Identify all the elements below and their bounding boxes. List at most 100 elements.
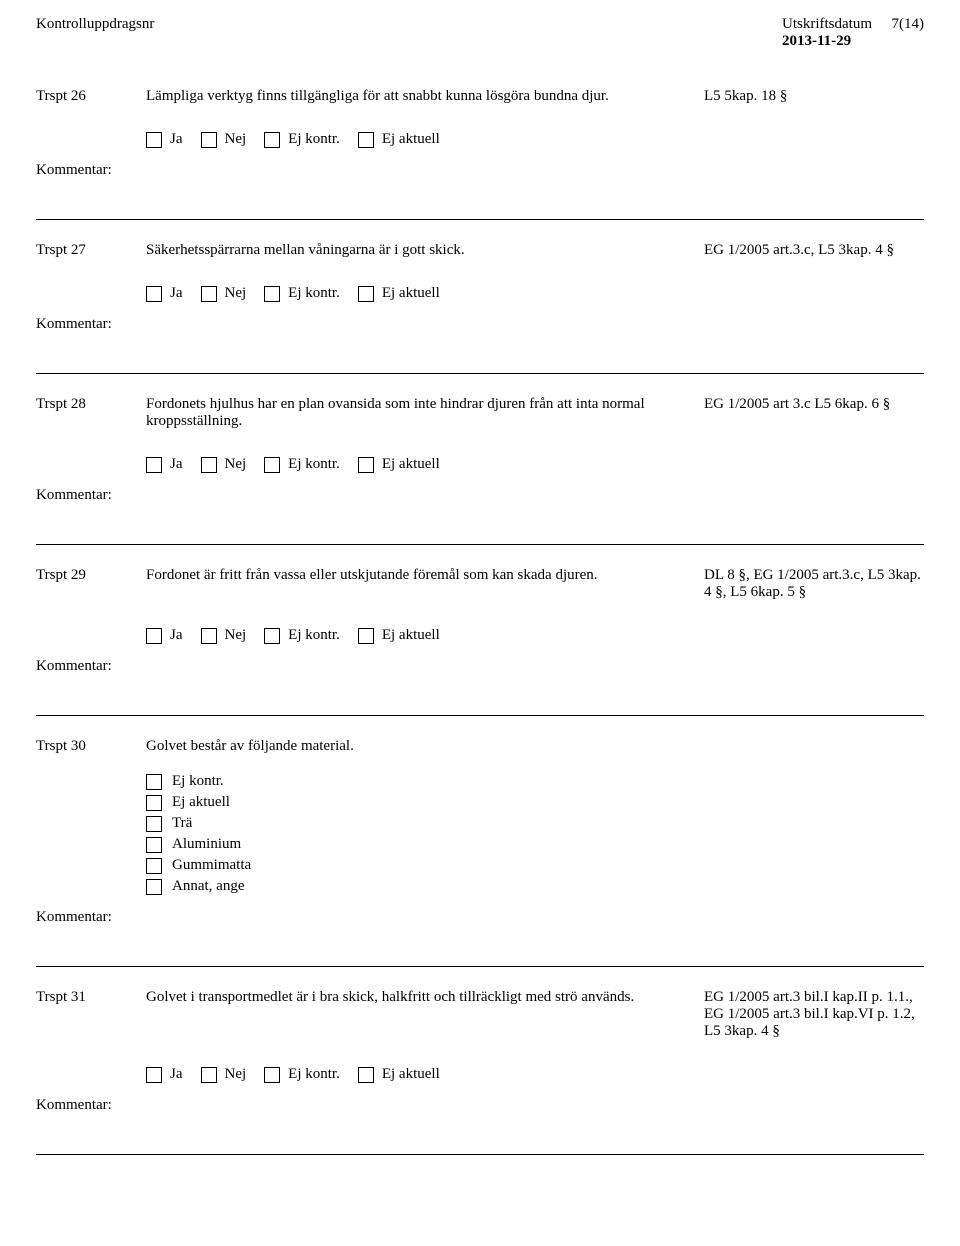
- checkbox-option[interactable]: [146, 795, 162, 811]
- checkbox-ejaktuell[interactable]: [358, 1067, 374, 1083]
- answer-nej: Nej: [201, 627, 247, 644]
- label-ejaktuell: Ej aktuell: [382, 627, 440, 644]
- answer-ja: Ja: [146, 456, 183, 473]
- question-block: Trspt 28 Fordonets hjulhus har en plan o…: [36, 382, 924, 545]
- question-row: Trspt 27 Säkerhetsspärrarna mellan vånin…: [36, 242, 924, 259]
- option-label: Annat, ange: [172, 878, 244, 895]
- label-ejaktuell: Ej aktuell: [382, 1066, 440, 1083]
- checkbox-ejkontr[interactable]: [264, 286, 280, 302]
- question-id: Trspt 31: [36, 989, 146, 1006]
- question-id: Trspt 26: [36, 88, 146, 105]
- label-ejkontr: Ej kontr.: [288, 627, 340, 644]
- option-item: Gummimatta: [146, 857, 924, 874]
- label-ejaktuell: Ej aktuell: [382, 285, 440, 302]
- answer-nej: Nej: [201, 1066, 247, 1083]
- answer-ja: Ja: [146, 1066, 183, 1083]
- header-page-count: 7(14): [884, 16, 924, 50]
- label-ejaktuell: Ej aktuell: [382, 456, 440, 473]
- question-id: Trspt 28: [36, 396, 146, 413]
- checkbox-ejaktuell[interactable]: [358, 457, 374, 473]
- checkbox-ejaktuell[interactable]: [358, 286, 374, 302]
- answer-ejkontr: Ej kontr.: [264, 1066, 340, 1083]
- answer-row: Ja Nej Ej kontr. Ej aktuell: [146, 285, 924, 302]
- header-left-label: Kontrolluppdragsnr: [36, 16, 154, 33]
- question-text: Golvet består av följande material.: [146, 738, 704, 755]
- option-label: Trä: [172, 815, 192, 832]
- checkbox-ja[interactable]: [146, 1067, 162, 1083]
- label-nej: Nej: [225, 1066, 247, 1083]
- answer-nej: Nej: [201, 131, 247, 148]
- option-label: Gummimatta: [172, 857, 251, 874]
- label-nej: Nej: [225, 456, 247, 473]
- kommentar-label: Kommentar:: [36, 316, 924, 333]
- checkbox-ejaktuell[interactable]: [358, 132, 374, 148]
- checkbox-option[interactable]: [146, 774, 162, 790]
- checkbox-option[interactable]: [146, 879, 162, 895]
- question-row: Trspt 31 Golvet i transportmedlet är i b…: [36, 989, 924, 1040]
- checkbox-ejkontr[interactable]: [264, 132, 280, 148]
- question-id: Trspt 30: [36, 738, 146, 755]
- option-item: Aluminium: [146, 836, 924, 853]
- header-print-date: 2013-11-29: [782, 33, 851, 50]
- question-ref: EG 1/2005 art 3.c L5 6kap. 6 §: [704, 396, 924, 413]
- question-block: Trspt 27 Säkerhetsspärrarna mellan vånin…: [36, 228, 924, 374]
- option-label: Ej aktuell: [172, 794, 230, 811]
- question-text: Säkerhetsspärrarna mellan våningarna är …: [146, 242, 704, 259]
- question-id: Trspt 29: [36, 567, 146, 584]
- label-ejkontr: Ej kontr.: [288, 131, 340, 148]
- answer-ejkontr: Ej kontr.: [264, 456, 340, 473]
- label-ja: Ja: [170, 627, 183, 644]
- question-id: Trspt 27: [36, 242, 146, 259]
- option-item: Ej aktuell: [146, 794, 924, 811]
- label-nej: Nej: [225, 627, 247, 644]
- checkbox-ejkontr[interactable]: [264, 628, 280, 644]
- answer-ja: Ja: [146, 285, 183, 302]
- answer-ejaktuell: Ej aktuell: [358, 285, 440, 302]
- checkbox-ja[interactable]: [146, 132, 162, 148]
- answer-row: Ja Nej Ej kontr. Ej aktuell: [146, 1066, 924, 1083]
- checkbox-nej[interactable]: [201, 132, 217, 148]
- question-ref: EG 1/2005 art.3 bil.I kap.II p. 1.1., EG…: [704, 989, 924, 1040]
- question-text: Fordonet är fritt från vassa eller utskj…: [146, 567, 704, 584]
- checkbox-nej[interactable]: [201, 628, 217, 644]
- kommentar-label: Kommentar:: [36, 487, 924, 504]
- answer-nej: Nej: [201, 456, 247, 473]
- question-row: Trspt 28 Fordonets hjulhus har en plan o…: [36, 396, 924, 430]
- question-row: Trspt 26 Lämpliga verktyg finns tillgäng…: [36, 88, 924, 105]
- label-ejkontr: Ej kontr.: [288, 285, 340, 302]
- label-ejaktuell: Ej aktuell: [382, 131, 440, 148]
- label-ejkontr: Ej kontr.: [288, 1066, 340, 1083]
- checkbox-option[interactable]: [146, 858, 162, 874]
- answer-row: Ja Nej Ej kontr. Ej aktuell: [146, 456, 924, 473]
- label-nej: Nej: [225, 285, 247, 302]
- checkbox-nej[interactable]: [201, 457, 217, 473]
- answer-ja: Ja: [146, 627, 183, 644]
- option-label: Aluminium: [172, 836, 241, 853]
- question-ref: EG 1/2005 art.3.c, L5 3kap. 4 §: [704, 242, 924, 259]
- header-right: Utskriftsdatum 2013-11-29 7(14): [782, 16, 924, 50]
- label-ja: Ja: [170, 456, 183, 473]
- question-block: Trspt 26 Lämpliga verktyg finns tillgäng…: [36, 74, 924, 220]
- header-print-label: Utskriftsdatum: [782, 16, 872, 33]
- checkbox-option[interactable]: [146, 816, 162, 832]
- answer-ejkontr: Ej kontr.: [264, 627, 340, 644]
- checkbox-ja[interactable]: [146, 457, 162, 473]
- label-ja: Ja: [170, 285, 183, 302]
- checkbox-ja[interactable]: [146, 628, 162, 644]
- checkbox-ejkontr[interactable]: [264, 1067, 280, 1083]
- checkbox-option[interactable]: [146, 837, 162, 853]
- page-header: Kontrolluppdragsnr Utskriftsdatum 2013-1…: [36, 16, 924, 50]
- checkbox-nej[interactable]: [201, 1067, 217, 1083]
- question-block: Trspt 31 Golvet i transportmedlet är i b…: [36, 975, 924, 1155]
- checkbox-ejaktuell[interactable]: [358, 628, 374, 644]
- page: Kontrolluppdragsnr Utskriftsdatum 2013-1…: [0, 0, 960, 1246]
- checkbox-nej[interactable]: [201, 286, 217, 302]
- option-item: Trä: [146, 815, 924, 832]
- question-ref: DL 8 §, EG 1/2005 art.3.c, L5 3kap. 4 §,…: [704, 567, 924, 601]
- checkbox-ejkontr[interactable]: [264, 457, 280, 473]
- question-row: Trspt 29 Fordonet är fritt från vassa el…: [36, 567, 924, 601]
- answer-nej: Nej: [201, 285, 247, 302]
- answer-ejaktuell: Ej aktuell: [358, 1066, 440, 1083]
- checkbox-ja[interactable]: [146, 286, 162, 302]
- answer-ejaktuell: Ej aktuell: [358, 131, 440, 148]
